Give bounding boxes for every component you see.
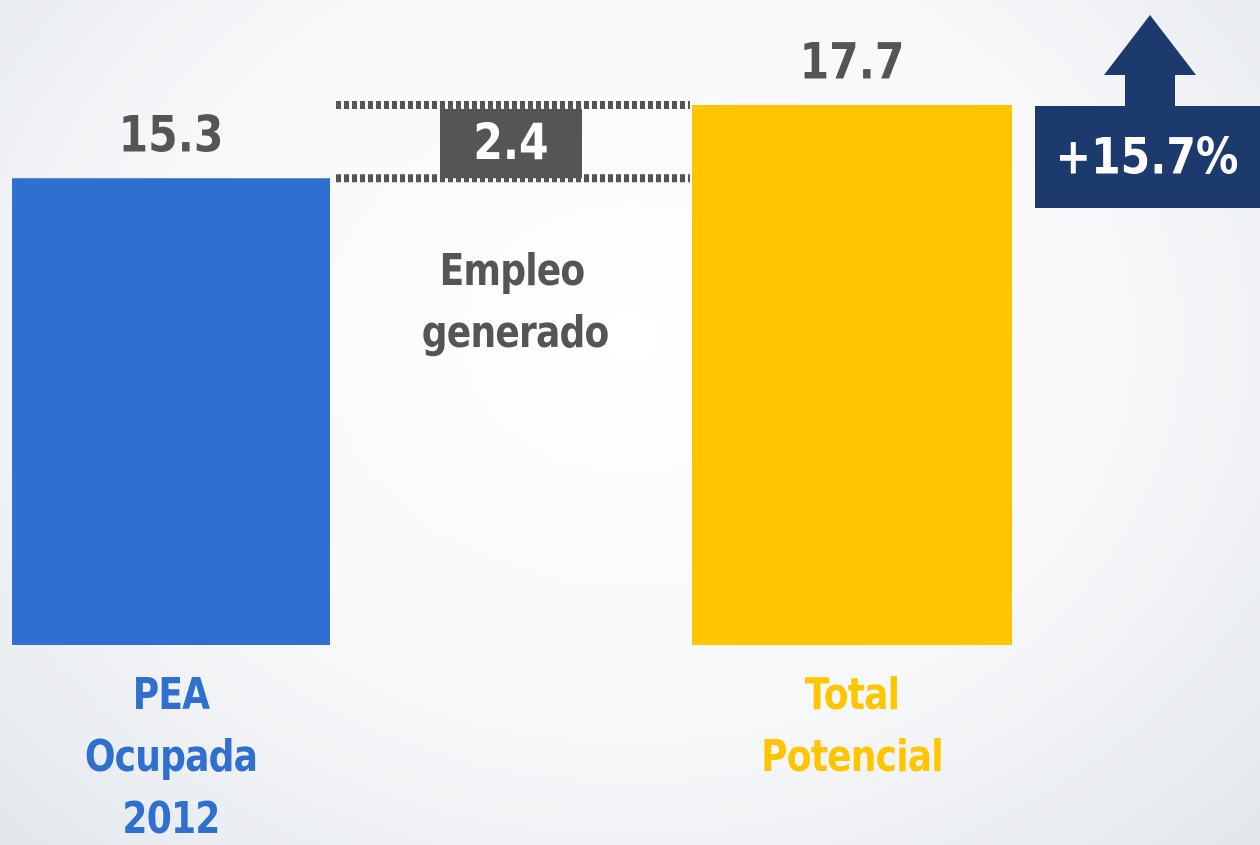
bar	[692, 105, 1012, 645]
growth-arrow	[1035, 15, 1260, 208]
category-label: Total Potencial	[761, 669, 944, 782]
difference-box	[440, 109, 582, 179]
difference-label: Empleo generado	[421, 245, 609, 358]
growth-label: +15.7%	[1055, 127, 1238, 185]
difference-value: 2.4	[473, 113, 548, 171]
bar	[12, 178, 330, 645]
value-label: 15.3	[119, 105, 224, 163]
value-label: 17.7	[800, 32, 905, 90]
category-label: PEA Ocupada 2012	[84, 669, 258, 844]
